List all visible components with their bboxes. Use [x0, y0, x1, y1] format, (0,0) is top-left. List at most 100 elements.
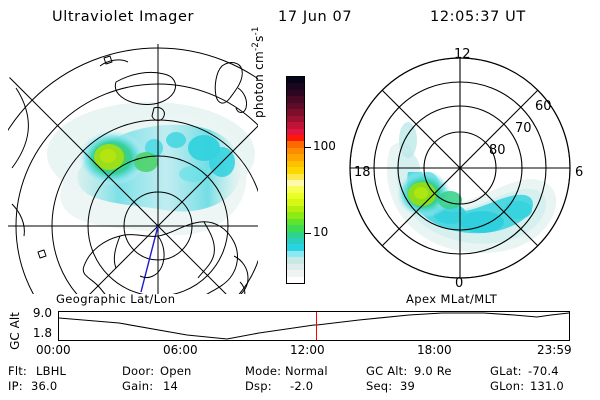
- mlt-label-0: 0: [455, 276, 463, 291]
- colorbar-band-1: [287, 83, 304, 90]
- colorbar-band-7: [287, 122, 304, 129]
- status-dsp-label: Dsp:: [245, 379, 272, 393]
- alt-xtick-0000: 00:00: [36, 343, 71, 357]
- colorbar-band-17: [287, 186, 304, 193]
- colorbar-band-27: [287, 250, 304, 258]
- geographic-image-panel[interactable]: Geographic Lat/Lon: [8, 44, 258, 306]
- mlat-label-70: 70: [515, 121, 532, 136]
- colorbar-band-15: [287, 173, 304, 180]
- colorbar-band-29: [287, 263, 304, 271]
- status-gain-value: 14: [163, 379, 179, 393]
- colorbar-band-20: [287, 205, 304, 213]
- mlat-label-60: 60: [535, 99, 552, 114]
- aurora-emission-geographic: [47, 102, 255, 235]
- instrument-title: Ultraviolet Imager: [52, 9, 195, 25]
- status-glat-label: GLat:: [490, 364, 522, 378]
- status-flt-label: Flt:: [8, 364, 27, 378]
- observation-date: 17 Jun 07: [278, 9, 353, 25]
- colorbar-band-16: [287, 180, 304, 187]
- status-seq-label: Seq:: [366, 379, 393, 393]
- status-seq-value: 39: [400, 379, 416, 393]
- colorbar-unit-mid: s: [252, 35, 266, 42]
- coastline-outlines: [11, 55, 249, 294]
- alt-xtick-1800: 18:00: [417, 343, 452, 357]
- status-gcalt-value: 9.0 Re: [414, 364, 452, 378]
- status-mode-label: Mode:: [245, 364, 282, 378]
- colorbar-unit-exp2: -1: [251, 26, 261, 36]
- alt-xtick-2359: 23:59: [537, 343, 572, 357]
- status-glon-value: 131.0: [530, 379, 564, 393]
- colorbar-band-28: [287, 257, 304, 264]
- colorbar-band-11: [287, 147, 304, 155]
- status-gcalt-label: GC Alt:: [366, 364, 408, 378]
- mlt-label-12: 12: [454, 47, 471, 62]
- alt-xtick-0600: 06:00: [163, 343, 198, 357]
- observation-time: 12:05:37 UT: [430, 9, 526, 25]
- colorbar-band-25: [287, 237, 304, 245]
- status-dsp-value: -2.0: [290, 379, 314, 393]
- mlt-label-6: 6: [575, 165, 583, 180]
- status-door-label: Door:: [122, 364, 155, 378]
- colorbar-axis-label: photon cm-2s-1: [251, 0, 266, 118]
- colorbar-band-3: [287, 96, 304, 103]
- alt-plot-frame: [58, 311, 570, 341]
- colorbar-tick-100: [305, 147, 311, 148]
- colorbar-label-10: 10: [313, 225, 329, 239]
- colorbar-band-22: [287, 218, 304, 226]
- geographic-plot-svg: [8, 44, 258, 294]
- colorbar-band-30: [287, 270, 304, 277]
- status-mode-value: Normal: [285, 364, 328, 378]
- mlt-spokes: [350, 58, 570, 278]
- status-ip-label: IP:: [8, 379, 23, 393]
- alt-xtick-1200: 12:00: [290, 343, 325, 357]
- colorbar-band-18: [287, 192, 304, 200]
- colorbar-band-13: [287, 160, 304, 168]
- colorbar-band-2: [287, 89, 304, 97]
- status-door-value: Open: [160, 364, 192, 378]
- colorbar-band-10: [287, 141, 304, 148]
- colorbar-band-26: [287, 244, 304, 251]
- status-ip-value: 36.0: [31, 379, 58, 393]
- colorbar-band-14: [287, 167, 304, 174]
- colorbar-band-23: [287, 225, 304, 232]
- colorbar-band-9: [287, 134, 304, 142]
- colorbar-label-100: 100: [313, 139, 336, 153]
- colorbar-band-0: [287, 77, 304, 84]
- spacecraft-meridian: [140, 225, 159, 293]
- apex-panel-title: Apex MLat/MLT: [406, 292, 498, 306]
- colorbar-unit-exp1: -2: [251, 41, 261, 51]
- status-flt-value: LBHL: [36, 364, 67, 378]
- colorbar-band-5: [287, 109, 304, 116]
- status-gain-label: Gain:: [122, 379, 154, 393]
- time-cursor-line[interactable]: [315, 312, 318, 340]
- alt-ytick-low: 1.8: [32, 326, 52, 340]
- colorbar-band-24: [287, 231, 304, 238]
- status-glon-label: GLon:: [490, 379, 525, 393]
- alt-trace-svg: [59, 312, 569, 340]
- dial-outer-circle: [349, 57, 571, 279]
- colorbar-tick-10: [305, 233, 311, 234]
- meridian-lines: [8, 44, 258, 294]
- colorbar-band-19: [287, 199, 304, 206]
- status-footer: Flt: LBHL Door: Open Mode: Normal GC Alt…: [0, 364, 600, 398]
- mlat-label-80: 80: [489, 143, 506, 158]
- colorbar-scale: [286, 76, 305, 284]
- apex-plot-svg: 12 18 6 0 60 70 80: [349, 47, 583, 291]
- header-bar: Ultraviolet Imager 17 Jun 07 12:05:37 UT: [0, 6, 600, 32]
- colorbar-band-4: [287, 102, 304, 110]
- mlt-label-18: 18: [354, 165, 371, 180]
- status-glat-value: -70.4: [528, 364, 559, 378]
- alt-trace-line: [59, 313, 569, 339]
- apex-dial-panel[interactable]: 12 18 6 0 60 70 80 Apex MLat/MLT: [332, 44, 588, 306]
- alt-ytick-high: 9.0: [32, 306, 52, 320]
- colorbar-gradient: [287, 77, 304, 283]
- colorbar-band-21: [287, 212, 304, 219]
- colorbar-band-8: [287, 128, 304, 135]
- colorbar-band-31: [287, 276, 304, 283]
- colorbar-band-12: [287, 154, 304, 161]
- geographic-panel-title: Geographic Lat/Lon: [56, 292, 176, 306]
- colorbar-unit-main: photon cm: [252, 50, 266, 118]
- colorbar-band-6: [287, 115, 304, 123]
- aurora-emission-apex: [386, 122, 557, 253]
